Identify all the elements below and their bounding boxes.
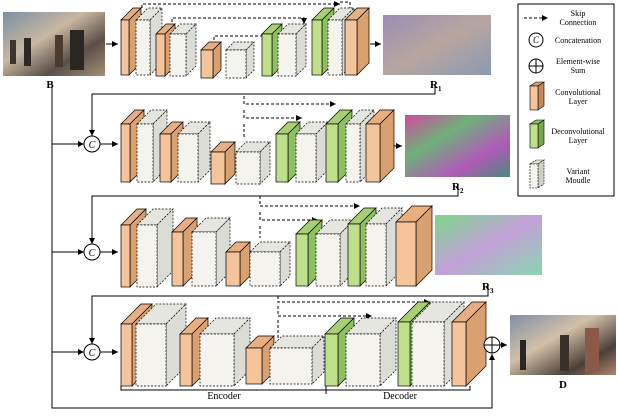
row4-variant-3 xyxy=(269,335,325,385)
row4-conv-4 xyxy=(451,301,487,387)
label-r1: R xyxy=(430,79,439,91)
row2-conv-3 xyxy=(210,141,236,185)
row1-variant-3 xyxy=(225,41,255,79)
row3-variant-2 xyxy=(191,217,231,287)
legend-variant-line2: Moudle xyxy=(566,176,591,185)
legend-conv-line2: Layer xyxy=(569,97,588,106)
legend-deconv-line2: Layer xyxy=(569,136,588,145)
svg-text:C: C xyxy=(89,348,96,359)
row1-variant-4 xyxy=(277,23,307,77)
sum-node xyxy=(483,336,501,354)
legend-sum-line1: Element-wise xyxy=(556,57,600,66)
row3-variant-1 xyxy=(136,208,174,288)
svg-text:C: C xyxy=(533,35,540,45)
row3-conv-3 xyxy=(225,241,251,287)
row4-variant-1 xyxy=(135,303,187,387)
label-r3: R xyxy=(482,281,491,293)
label-d: D xyxy=(559,379,567,391)
connection-lines xyxy=(51,41,507,409)
row2-variant-4 xyxy=(295,121,329,183)
label-b: B xyxy=(46,79,54,91)
svg-text:C: C xyxy=(89,140,96,151)
svg-text:C: C xyxy=(89,248,96,259)
row1-conv-3 xyxy=(200,41,222,79)
legend-skip-line1: Skip xyxy=(571,9,586,18)
row1-variant-2 xyxy=(169,23,197,77)
output-image-d xyxy=(510,315,616,375)
label-decoder: Decoder xyxy=(383,391,418,402)
legend-deconv-line1: Deconvolutional xyxy=(551,127,605,136)
input-image-b xyxy=(3,12,105,76)
row3-conv-4 xyxy=(395,205,433,287)
encoder-decoder-bracket xyxy=(120,386,471,394)
row3-variant-3 xyxy=(249,241,291,287)
row2-conv-4 xyxy=(365,109,395,183)
concat-node-2: C xyxy=(83,135,101,153)
legend-skip-text: Connection xyxy=(560,18,597,27)
row4-variant-4 xyxy=(345,317,397,387)
row2-variant-3 xyxy=(235,141,271,185)
concat-node-3: C xyxy=(83,243,101,261)
output-image-r1 xyxy=(383,15,491,75)
concat-node-4: C xyxy=(83,343,101,361)
legend-variant-line1: Variant xyxy=(566,167,590,176)
row1-conv-4 xyxy=(344,7,370,76)
output-image-r3 xyxy=(435,215,542,275)
legend-concat-text: Concatenation xyxy=(555,36,601,45)
skip-connections xyxy=(141,1,430,338)
label-r2-sub: 2 xyxy=(460,187,464,195)
label-encoder: Encoder xyxy=(207,391,241,402)
label-r2: R xyxy=(452,181,461,193)
output-image-r2 xyxy=(405,115,510,177)
legend: Skip Connection C Concatenation Element-… xyxy=(517,3,615,197)
label-r3-sub: 3 xyxy=(490,287,494,295)
legend-conv-line1: Convolutional xyxy=(555,88,602,97)
row4-variant-2 xyxy=(199,317,251,387)
legend-sum-line2: Sum xyxy=(571,66,586,75)
row2-variant-2 xyxy=(177,121,211,183)
label-r1-sub: 1 xyxy=(438,85,442,93)
